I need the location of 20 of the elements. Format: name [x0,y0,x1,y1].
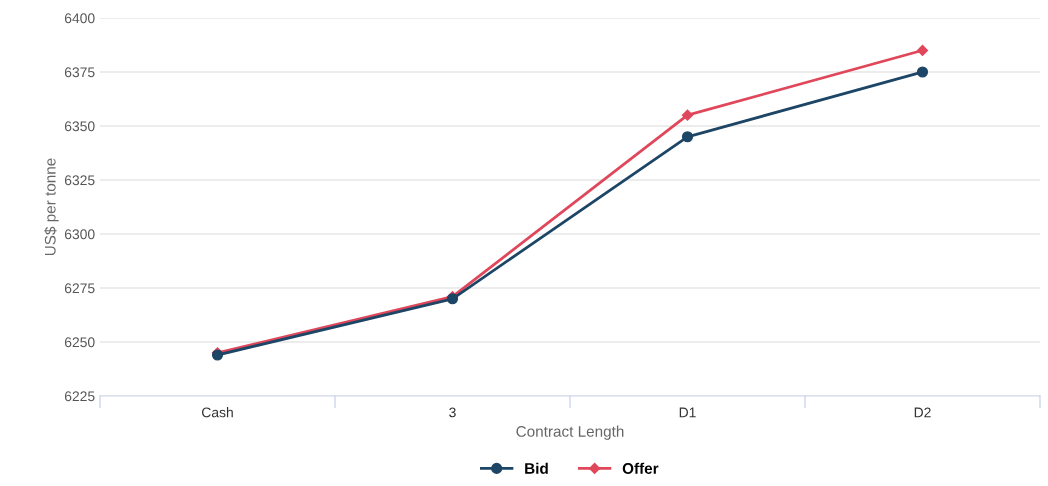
legend-label: Bid [525,462,548,474]
y-tick-label: 6325 [64,175,95,186]
x-tick-label: D2 [914,407,931,418]
y-tick-label: 6225 [64,391,95,402]
y-tick-label: 6375 [64,67,95,78]
y-tick-label: 6400 [64,13,95,24]
x-tick-label: 3 [449,407,456,418]
x-axis-title: Contract Length [516,425,624,440]
y-tick-label: 6250 [64,337,95,348]
point [681,109,694,121]
point [681,131,694,143]
point [916,44,929,57]
y-tick-label: 6300 [64,229,95,240]
point [916,66,929,78]
y-tick-label: 6350 [64,121,95,132]
y-tick-label: 6275 [64,283,95,294]
x-tick-label: D1 [679,407,696,418]
legend-label: Offer [622,462,659,474]
y-axis-title: US$ per tonne [44,158,59,256]
x-tick-label: Cash [201,407,233,418]
